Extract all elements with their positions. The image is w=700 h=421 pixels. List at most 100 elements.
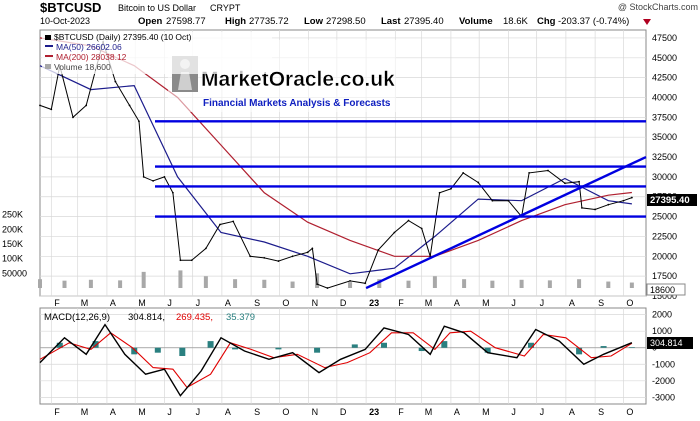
price-point: [39, 104, 41, 107]
x-tick-label: S: [254, 298, 260, 308]
volume-bar: [432, 276, 437, 288]
last-price-tag: 27395.40: [647, 194, 697, 206]
signal-value: 269.435,: [176, 312, 213, 323]
macd-histogram-bar: [56, 342, 63, 348]
volume-bar: [406, 280, 411, 288]
legend-volume: Volume 18,600: [54, 62, 111, 72]
ohlc-readout: Open 27598.77 High 27735.72 Low 27298.50…: [138, 16, 629, 27]
price-point: [547, 169, 549, 172]
x-tick-label: D: [340, 298, 347, 308]
price-point: [152, 179, 154, 182]
ma200-line: [39, 37, 632, 257]
price-point: [578, 180, 580, 183]
macd-x-tick-label: 23: [369, 407, 379, 417]
macd-x-tick-label: D: [340, 407, 347, 417]
chg-value: -203.37 (-0.74%): [558, 16, 629, 27]
price-point: [171, 191, 174, 194]
price-point: [142, 175, 145, 178]
macd-x-tick-label: F: [398, 407, 404, 417]
x-tick-label: O: [282, 298, 289, 308]
volume-bar: [606, 281, 611, 288]
volume-tag: 18600: [646, 283, 686, 296]
volume-tick-label: 200K: [2, 224, 23, 234]
x-tick-label: M: [81, 298, 89, 308]
macd-series: [39, 323, 646, 397]
volume-bar: [290, 281, 295, 288]
macd-last-tag: 304.814: [647, 337, 693, 349]
price-point: [594, 208, 597, 211]
last-value: 27395.40: [404, 16, 444, 27]
price-point: [377, 249, 380, 251]
macd-x-tick-label: J: [167, 407, 172, 417]
legend-price: $BTCUSD (Daily) 27395.40 (10 Oct): [54, 32, 192, 42]
macd-histogram-bar: [351, 344, 358, 348]
price-point: [311, 247, 314, 250]
x-tick-label: J: [196, 298, 201, 308]
price-point: [232, 220, 235, 223]
price-point: [219, 223, 221, 226]
x-tick-label: M: [138, 298, 146, 308]
macd-y-tick-label: -3000: [652, 392, 675, 402]
chg-label: Chg: [537, 16, 556, 27]
volume-bar: [462, 279, 467, 288]
price-series: [39, 40, 633, 289]
x-tick-label: J: [511, 298, 516, 308]
price-point: [190, 259, 193, 262]
price-point: [306, 251, 309, 254]
price-point: [316, 283, 318, 285]
last-price-tag-text: 27395.40: [650, 195, 690, 206]
macd-histogram-bar: [232, 347, 239, 350]
macd-x-tick-label: M: [482, 407, 490, 417]
x-tick-label: J: [167, 298, 172, 308]
price-point: [477, 181, 480, 184]
price-point: [364, 282, 367, 285]
volume-bar: [118, 280, 123, 288]
macd-histogram-bar: [418, 347, 425, 352]
x-tick-label: A: [110, 298, 116, 308]
macd-x-tick-label: O: [282, 407, 289, 417]
price-point: [462, 172, 465, 174]
histogram-value: 35.379: [226, 312, 255, 323]
price-point: [581, 206, 583, 209]
price-point: [450, 187, 452, 190]
legend-swatch-ma50: [45, 45, 53, 47]
symbol-name: Bitcoin to US Dollar: [118, 3, 196, 13]
volume-bar: [490, 280, 495, 288]
volume-bar: [377, 279, 382, 288]
volume-value: 18.6K: [503, 16, 528, 27]
volume-tick-label: 150K: [2, 239, 23, 249]
volume-bar: [178, 270, 183, 288]
volume-bars: [38, 270, 634, 288]
x-tick-label: F: [54, 298, 60, 308]
price-legend: $BTCUSD (Daily) 27395.40 (10 Oct) MA(50)…: [42, 32, 272, 74]
price-point: [249, 255, 252, 258]
symbol-title: $BTCUSD: [40, 0, 101, 15]
macd-histogram-bar: [275, 347, 282, 350]
macd-histogram-bar: [179, 347, 186, 356]
high-value: 27735.72: [249, 16, 289, 27]
macd-histogram-bar: [441, 341, 448, 348]
legend-swatch-volume: [45, 64, 51, 69]
volume-tick-label: 50000: [2, 268, 27, 278]
legend-swatch-price: [45, 35, 51, 40]
price-point: [277, 260, 280, 262]
high-label: High: [225, 16, 246, 27]
x-tick-label: F: [398, 298, 404, 308]
macd-legend-label: MACD(12,26,9): [44, 312, 110, 323]
volume-bar: [38, 279, 42, 288]
macd-y-tick-label: -1000: [652, 359, 675, 369]
volume-bar: [629, 282, 634, 288]
x-tick-label: S: [598, 298, 604, 308]
volume-tag-text: 18600: [650, 285, 675, 295]
y-tick-label: 37500: [652, 112, 677, 122]
legend-swatch-ma200: [45, 55, 53, 57]
chart-date: 10-Oct-2023: [40, 16, 90, 26]
macd-x-tick-label: A: [225, 407, 231, 417]
volume-bar: [88, 279, 93, 288]
last-label: Last: [381, 16, 401, 27]
price-point: [507, 199, 510, 202]
price-point: [491, 199, 494, 202]
price-point: [291, 255, 294, 258]
price-point: [138, 120, 140, 123]
signal-line: [39, 330, 633, 389]
